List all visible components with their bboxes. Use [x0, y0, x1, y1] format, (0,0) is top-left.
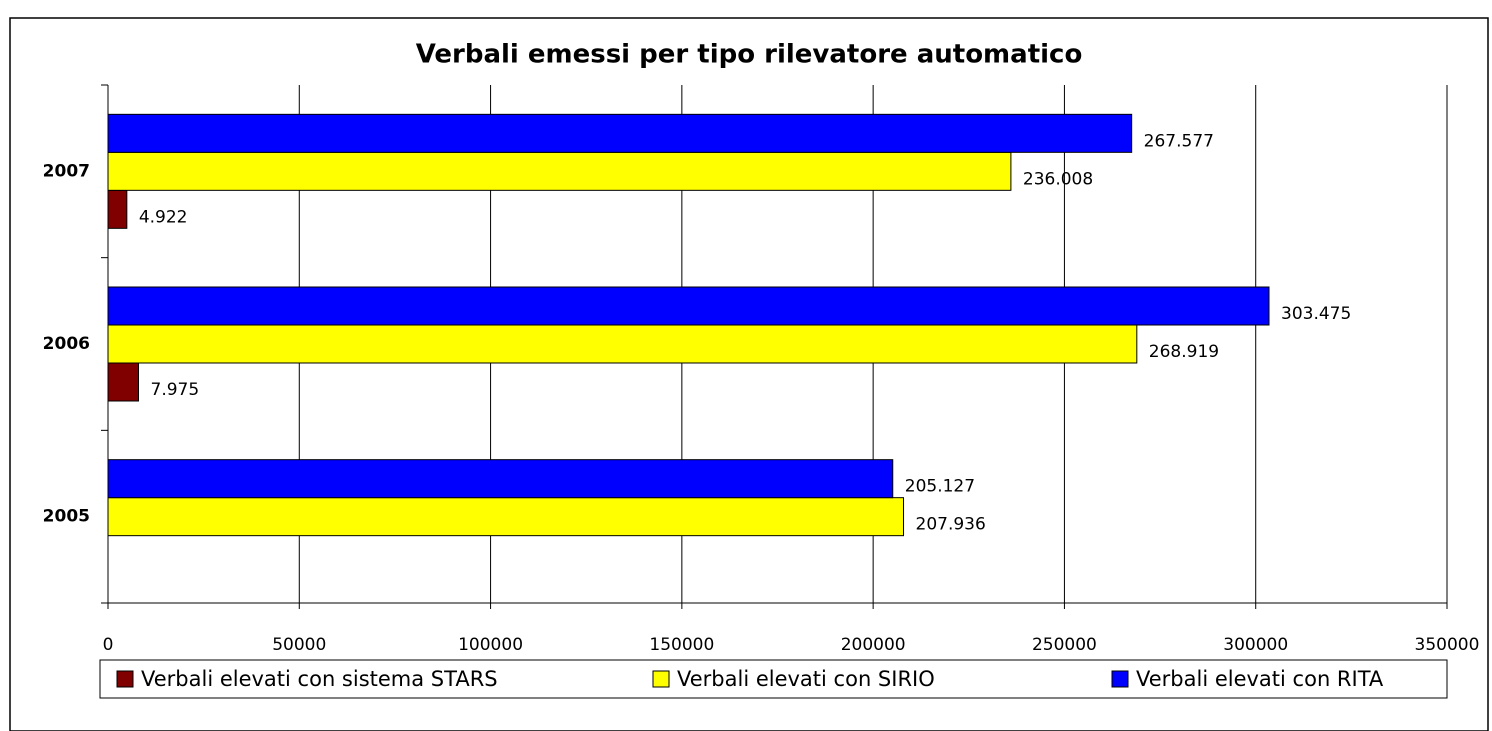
category-label: 2006	[43, 334, 90, 354]
value-label: 4.922	[139, 207, 188, 227]
x-tick-label: 250000	[1032, 635, 1097, 655]
value-label: 268.919	[1149, 342, 1219, 362]
x-tick-label: 50000	[272, 635, 326, 655]
legend-swatch	[652, 670, 670, 688]
value-label: 205.127	[905, 477, 975, 497]
legend-label: Verbali elevati con sistema STARS	[141, 667, 498, 691]
x-tick-label: 100000	[458, 635, 523, 655]
x-tick-label: 150000	[649, 635, 714, 655]
legend-label: Verbali elevati con RITA	[1136, 667, 1384, 691]
legend-swatch	[1111, 670, 1129, 688]
bar	[107, 324, 1138, 364]
bar	[107, 362, 140, 402]
category-label: 2005	[43, 507, 90, 527]
value-label: 267.577	[1144, 131, 1214, 151]
legend-swatch	[116, 670, 134, 688]
legend-box	[99, 659, 1448, 699]
chart-title: Verbali emessi per tipo rilevatore autom…	[416, 40, 1083, 70]
bar	[107, 497, 905, 537]
x-tick-label: 300000	[1223, 635, 1288, 655]
x-tick-label: 200000	[841, 635, 906, 655]
bar	[107, 189, 128, 229]
bar	[107, 459, 894, 499]
category-label: 2007	[43, 161, 90, 181]
value-label: 207.936	[916, 515, 986, 535]
value-label: 236.008	[1023, 169, 1093, 189]
bar	[107, 151, 1012, 191]
value-label: 303.475	[1281, 304, 1351, 324]
bar	[107, 286, 1270, 326]
x-tick-label: 0	[103, 635, 114, 655]
legend-label: Verbali elevati con SIRIO	[677, 667, 935, 691]
x-tick-label: 350000	[1415, 635, 1480, 655]
value-label: 7.975	[151, 380, 200, 400]
bar	[107, 113, 1133, 153]
